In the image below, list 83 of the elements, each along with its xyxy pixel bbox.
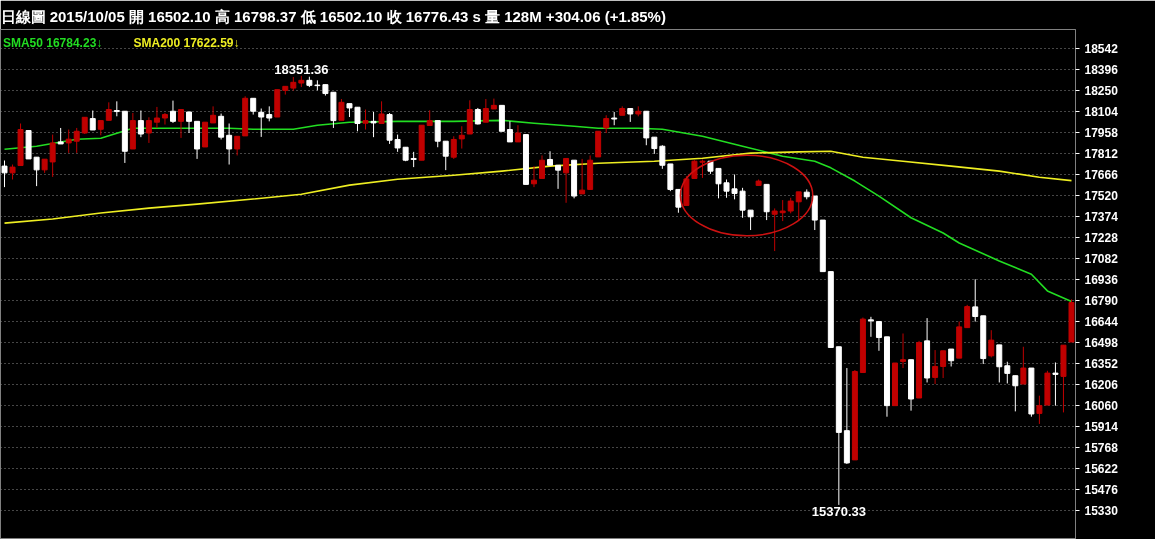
candlestick (450, 135, 457, 160)
y-tick-label: 16644 (1084, 315, 1119, 330)
y-tick-label: 17666 (1084, 167, 1119, 182)
candlestick (186, 111, 193, 134)
y-tick-label: 18250 (1084, 83, 1119, 98)
y-tick-label: 16936 (1084, 273, 1119, 288)
line-series (3, 119, 1073, 303)
line-series (3, 150, 1073, 224)
candlestick (490, 98, 497, 110)
candlestick (210, 105, 217, 124)
candlestick (1, 159, 8, 188)
y-tick-label: 18542 (1084, 41, 1119, 56)
candlestick (89, 110, 96, 131)
y-tick-label: 17958 (1084, 125, 1119, 140)
y-tick-label: 16790 (1084, 294, 1119, 309)
y-tick-label: 16352 (1084, 357, 1119, 372)
candlestick (458, 125, 465, 150)
annotation: 15370.33 (811, 503, 866, 519)
candlestick (547, 150, 554, 166)
y-tick-label: 15330 (1084, 504, 1119, 519)
candlestick (1052, 361, 1059, 407)
y-tick-label: 17082 (1084, 252, 1119, 267)
y-tick-label: 15622 (1084, 462, 1119, 477)
text: SMA200 17622.59↓ (133, 35, 240, 50)
candlestick (137, 110, 144, 138)
y-tick-label: 16206 (1084, 378, 1119, 393)
candlestick (73, 127, 80, 154)
y-tick-label: 16060 (1084, 399, 1119, 414)
candlestick (563, 157, 570, 204)
candlestick (338, 98, 345, 121)
candlestick (178, 109, 184, 139)
candlestick (1004, 361, 1011, 384)
y-tick-label: 16498 (1084, 336, 1119, 351)
candlestick (875, 321, 882, 352)
text: SMA50 16784.23↓ (2, 35, 103, 50)
y-tick-label: 18104 (1084, 104, 1119, 119)
candlestick (49, 134, 56, 178)
candlestick (972, 278, 979, 323)
candlestick (1036, 395, 1043, 425)
candlestick (506, 120, 513, 143)
y-tick-label: 15768 (1084, 441, 1119, 456)
candlestick (579, 158, 586, 195)
candlestick (145, 116, 152, 144)
candlestick (442, 140, 449, 171)
candlestick (218, 113, 225, 140)
candlestick (964, 304, 971, 329)
candlestick (779, 199, 786, 222)
y-tick-label: 17520 (1084, 188, 1119, 203)
candlestick (771, 207, 778, 252)
candlestick (539, 154, 545, 179)
candlestick (531, 165, 537, 188)
y-tick-label: 18396 (1084, 62, 1119, 77)
y-tick-label: 15476 (1084, 483, 1119, 498)
y-tick-label: 17812 (1084, 146, 1119, 161)
candlestick (996, 344, 1003, 383)
y-tick-label: 17374 (1084, 209, 1119, 224)
candlestick (226, 123, 233, 166)
candlestick (362, 109, 369, 131)
candlestick (378, 100, 385, 124)
y-tick-label: 15914 (1084, 420, 1119, 435)
candlestick (747, 209, 754, 231)
candlestick (153, 106, 160, 129)
chart-title: 日線圖 2015/10/05 開 16502.10 高 16798.37 低 16502.10 收 16776.43 s 量 128M +304.06 (+1.85%) (0, 7, 666, 25)
candlestick (940, 350, 947, 379)
candlestick (434, 120, 441, 148)
candlestick (988, 329, 995, 358)
candlestick (1020, 346, 1027, 385)
candlestick (867, 316, 874, 338)
candlestick (795, 191, 802, 222)
annotation: 18351.36 (274, 61, 329, 77)
candlestick (659, 144, 666, 170)
candlestick (370, 111, 377, 138)
candlestick (482, 98, 489, 123)
candlestick (169, 100, 176, 124)
candlestick (234, 135, 241, 156)
candlestick (555, 164, 562, 190)
candlestick (258, 108, 265, 138)
y-tick-label: 17228 (1084, 231, 1119, 245)
candlestick (900, 333, 907, 369)
candlestick (932, 349, 939, 385)
candlestick (65, 129, 72, 154)
candlestick (1012, 375, 1019, 412)
candlestick (161, 112, 168, 125)
